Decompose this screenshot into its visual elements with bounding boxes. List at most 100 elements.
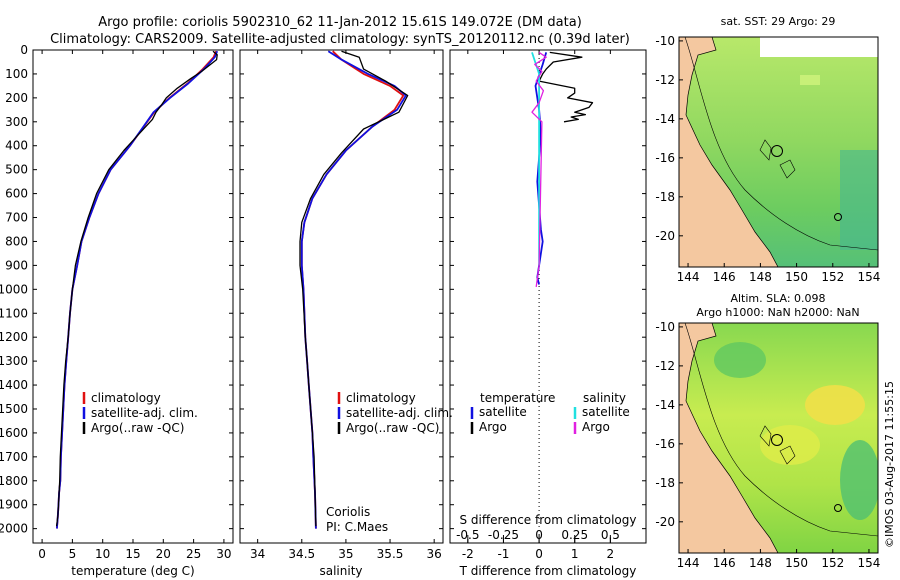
sla-cool-region	[840, 440, 878, 520]
depth-tick-label: 700	[5, 211, 28, 225]
series-line-climatology	[300, 50, 405, 529]
x-tick-label: 10	[95, 547, 110, 561]
x-tick-label: 34	[250, 547, 265, 561]
map-y-tick-label: -16	[655, 437, 675, 451]
difference-bottom-xlabel: T difference from climatology	[459, 564, 637, 578]
difference-panel-frame	[449, 49, 647, 544]
map-y-tick-label: -18	[655, 476, 675, 490]
x-tick-label: -1	[497, 547, 509, 561]
depth-tick-label: 1100	[0, 306, 28, 320]
legend-label-sal-argo: Argo	[582, 420, 610, 434]
x-tick-label: 34.5	[288, 547, 315, 561]
series-line-climatology	[56, 50, 217, 529]
sla-map-subtitle: Argo h1000: NaN h2000: NaN	[696, 306, 859, 319]
series-line-argo-raw-qc-	[55, 50, 218, 527]
x-tick-label: -2	[462, 547, 474, 561]
map-x-tick-label: 154	[858, 556, 881, 570]
map-x-tick-label: 148	[749, 270, 772, 284]
depth-tick-label: 1200	[0, 330, 28, 344]
x-tick-label: 1	[571, 547, 579, 561]
map-x-tick-label: 148	[749, 556, 772, 570]
x-tick-label: 35	[338, 547, 353, 561]
sst-map-frame	[678, 36, 879, 268]
sst-map-title: sat. SST: 29 Argo: 29	[721, 15, 836, 28]
salinity-legend: climatology satellite-adj. clim. Argo(..…	[337, 391, 453, 435]
legend-label-satellite: satellite-adj. clim.	[346, 406, 453, 420]
map-x-tick-label: 146	[713, 556, 736, 570]
x-tick-label: 2	[607, 547, 615, 561]
sla-map	[679, 323, 878, 553]
series-line-salinity-argo	[531, 51, 547, 287]
legend-heading-temperature: temperature	[480, 391, 555, 405]
sla-map-ticks: 144 146 148 150 152 154 -10 -12 -14 -16 -18 -20	[655, 320, 880, 570]
legend-label-climatology: climatology	[346, 391, 416, 405]
s-diff-tick-label: -0.25	[488, 528, 519, 542]
legend-label-temp-argo: Argo	[479, 420, 507, 434]
map-x-tick-label: 146	[713, 270, 736, 284]
x-tick-label: 30	[216, 547, 231, 561]
legend-label-sal-satellite: satellite	[582, 405, 630, 419]
legend-label-satellite: satellite-adj. clim.	[91, 406, 198, 420]
depth-tick-label: 900	[5, 258, 28, 272]
temperature-legend: climatology satellite-adj. clim. Argo(..…	[82, 391, 198, 435]
depth-tick-label: 100	[5, 67, 28, 81]
map-x-tick-label: 150	[785, 556, 808, 570]
map-x-tick-label: 150	[785, 270, 808, 284]
map-y-tick-label: -18	[655, 190, 675, 204]
sst-map-ticks: 144 146 148 150 152 154 -10 -12 -14 -16 -18 -20	[655, 34, 880, 284]
x-tick-label: 0	[38, 547, 46, 561]
sla-australia-land	[679, 323, 779, 553]
series-group	[299, 50, 409, 529]
map-y-tick-label: -16	[655, 151, 675, 165]
legend-label-argo: Argo(..raw -QC)	[346, 421, 439, 435]
sst-map	[679, 37, 878, 267]
depth-tick-label: 2000	[0, 522, 28, 536]
depth-tick-label: 400	[5, 139, 28, 153]
x-tick-label: 36	[427, 547, 442, 561]
x-tick-label: 25	[186, 547, 201, 561]
depth-tick-label: 600	[5, 187, 28, 201]
map-y-tick-label: -20	[655, 229, 675, 243]
sst-depth-contour	[684, 37, 878, 251]
sst-argo-position-marker	[771, 145, 783, 157]
sst-cool-patch	[840, 150, 878, 250]
title-line-1: Argo profile: coriolis 5902310_62 11-Jan…	[98, 15, 582, 30]
series-line-temperature-argo	[538, 51, 594, 123]
map-y-tick-label: -20	[655, 515, 675, 529]
imos-watermark: ©IMOS 03-Aug-2017 11:55:15	[883, 381, 896, 548]
map-y-tick-label: -14	[655, 112, 675, 126]
pi-label: PI: C.Maes	[326, 520, 388, 534]
s-diff-tick-label: -0.5	[456, 528, 479, 542]
sst-missing-data	[760, 37, 878, 57]
s-diff-tick-label: 0.25	[561, 528, 588, 542]
series-line-satellite-adj-clim-	[300, 50, 407, 529]
sla-map-title: Altim. SLA: 0.098	[730, 292, 825, 305]
axis-ticks: 0100200300400500600700800900100011001200…	[0, 43, 646, 561]
depth-tick-label: 800	[5, 234, 28, 248]
x-tick-label: 15	[125, 547, 140, 561]
depth-tick-label: 0	[20, 43, 28, 57]
series-group	[55, 50, 219, 529]
depth-tick-label: 1700	[0, 450, 28, 464]
temperature-xlabel: temperature (deg C)	[71, 564, 194, 578]
map-y-tick-label: -12	[655, 359, 675, 373]
depth-tick-label: 1400	[0, 378, 28, 392]
depth-tick-label: 1600	[0, 426, 28, 440]
depth-tick-label: 1500	[0, 402, 28, 416]
x-tick-label: 0	[535, 547, 543, 561]
legend-label-temp-satellite: satellite	[479, 405, 527, 419]
map-x-tick-label: 154	[858, 270, 881, 284]
depth-tick-label: 1800	[0, 474, 28, 488]
sla-depth-contour	[684, 323, 878, 537]
series-line-argo-raw-qc-	[299, 50, 409, 527]
salinity-xlabel: salinity	[319, 564, 362, 578]
map-x-tick-label: 144	[677, 556, 700, 570]
salinity-panel-frame	[239, 49, 444, 544]
institution-label: Coriolis	[326, 505, 370, 519]
map-x-tick-label: 144	[677, 270, 700, 284]
depth-tick-label: 1300	[0, 354, 28, 368]
sla-argo-position-marker	[771, 434, 783, 446]
s-diff-tick-label: 0.5	[601, 528, 620, 542]
sla-small-marker	[834, 504, 842, 512]
